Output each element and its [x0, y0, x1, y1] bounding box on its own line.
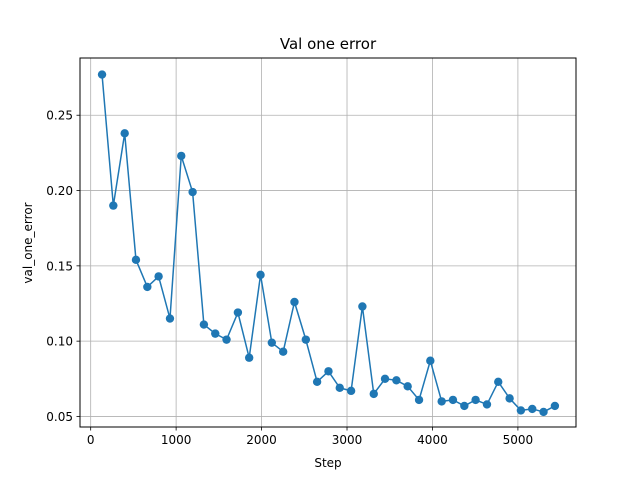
data-point: [358, 302, 367, 311]
y-tick-label: 0.05: [46, 410, 73, 424]
data-point: [256, 270, 265, 280]
data-point: [154, 272, 163, 281]
data-point: [233, 308, 243, 317]
y-tick-label: 0.20: [46, 184, 73, 198]
data-point: [426, 356, 435, 365]
data-point: [188, 187, 197, 197]
data-point: [211, 329, 220, 338]
data-point: [267, 338, 277, 347]
data-point: [165, 314, 175, 323]
grid: [80, 58, 576, 427]
x-tick-label: 5000: [503, 433, 534, 447]
x-axis-label: Step: [314, 456, 341, 470]
data-point: [278, 347, 288, 356]
data-point: [539, 407, 548, 417]
data-point: [516, 406, 526, 415]
x-tick-label: 1000: [161, 433, 192, 447]
data-point: [380, 374, 390, 383]
data-point: [482, 400, 492, 409]
data-point: [448, 395, 458, 405]
y-tick-label: 0.10: [46, 335, 73, 349]
data-point: [109, 201, 118, 210]
y-axis-label: val_one_error: [21, 202, 35, 283]
data-point: [414, 395, 424, 405]
data-point: [177, 151, 186, 161]
data-point: [131, 255, 141, 265]
x-tick-label: 4000: [417, 433, 448, 447]
data-point: [550, 401, 560, 411]
data-point: [528, 404, 537, 414]
x-tick-label: 0: [87, 433, 95, 447]
data-point: [143, 282, 152, 292]
y-axis: 0.05 0.10 0.15 0.20 0.25: [46, 109, 80, 424]
series-line: [97, 70, 560, 417]
data-point: [505, 394, 514, 403]
data-point: [312, 377, 322, 387]
data-point: [369, 389, 378, 399]
y-tick-label: 0.25: [46, 109, 73, 123]
data-point: [437, 397, 446, 406]
data-point: [199, 320, 209, 329]
y-tick-label: 0.15: [46, 259, 73, 273]
data-point: [222, 335, 231, 344]
data-point: [346, 386, 356, 396]
data-point: [494, 377, 503, 387]
x-tick-label: 3000: [332, 433, 363, 447]
data-point: [290, 297, 299, 307]
data-point: [120, 129, 129, 138]
plot-frame: [79, 57, 577, 428]
data-point: [403, 382, 412, 391]
data-point: [97, 70, 107, 79]
data-point: [301, 335, 311, 344]
data-point: [392, 376, 401, 385]
data-point: [244, 353, 254, 362]
data-point: [324, 367, 333, 376]
data-point: [460, 401, 469, 411]
x-tick-label: 2000: [246, 433, 277, 447]
x-axis: 0 1000 2000 3000 4000 5000: [87, 427, 533, 447]
data-point: [335, 383, 344, 393]
chart-title: Val one error: [280, 35, 377, 53]
data-point: [471, 395, 480, 405]
